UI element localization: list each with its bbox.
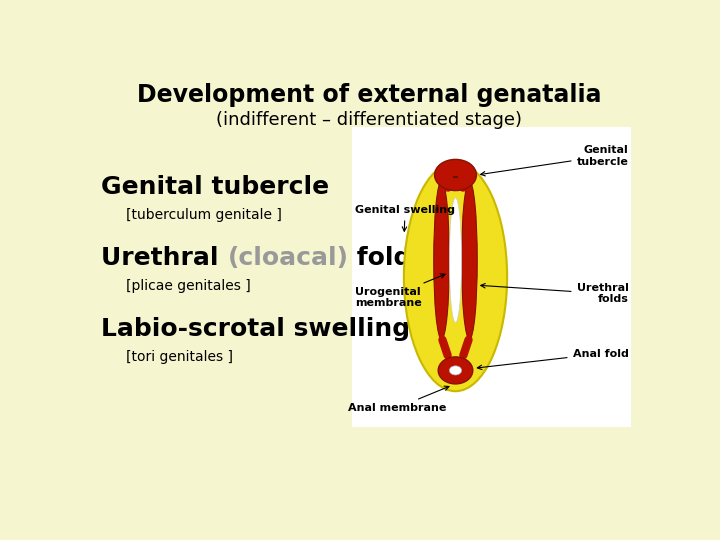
- Ellipse shape: [404, 163, 507, 391]
- Ellipse shape: [449, 366, 462, 375]
- Text: Labio-scrotal swellings: Labio-scrotal swellings: [101, 317, 425, 341]
- Text: [plicae genitales ]: [plicae genitales ]: [126, 279, 251, 293]
- Text: folds: folds: [348, 246, 426, 270]
- Text: Urethral
folds: Urethral folds: [481, 283, 629, 305]
- Text: Development of external genatalia: Development of external genatalia: [137, 83, 601, 107]
- Text: Anal membrane: Anal membrane: [348, 386, 449, 413]
- Ellipse shape: [438, 357, 473, 384]
- Text: (indifferent – differentiated stage): (indifferent – differentiated stage): [216, 111, 522, 129]
- Text: Genital swelling: Genital swelling: [355, 205, 455, 231]
- Text: Genital
tubercle: Genital tubercle: [481, 145, 629, 176]
- Text: Genital tubercle: Genital tubercle: [101, 176, 329, 199]
- Text: Urethral: Urethral: [101, 246, 228, 270]
- Text: Urogenital
membrane: Urogenital membrane: [355, 274, 445, 308]
- Text: Anal fold: Anal fold: [477, 349, 629, 369]
- Ellipse shape: [462, 181, 477, 339]
- Text: [tuberculum genitale ]: [tuberculum genitale ]: [126, 208, 282, 222]
- Ellipse shape: [433, 181, 449, 339]
- Ellipse shape: [435, 159, 477, 191]
- Bar: [352, 127, 631, 427]
- Ellipse shape: [449, 198, 462, 322]
- Text: (cloacal): (cloacal): [228, 246, 348, 270]
- Text: [tori genitales ]: [tori genitales ]: [126, 350, 233, 364]
